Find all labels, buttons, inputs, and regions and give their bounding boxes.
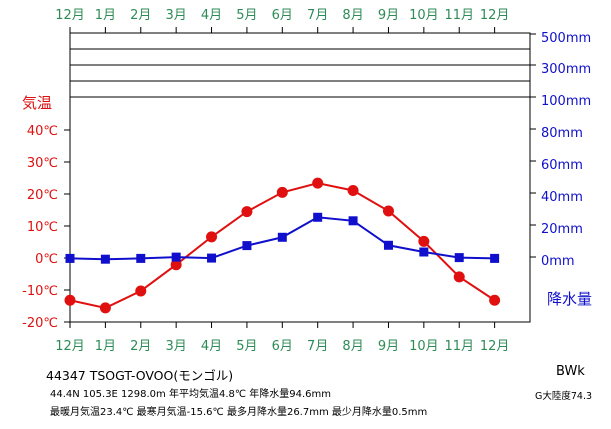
bottom-month-label: 6月 (272, 339, 293, 354)
bottom-month-label: 5月 (236, 339, 257, 354)
top-month-label: 1月 (95, 8, 116, 23)
right-tick-label: 60mm (541, 158, 583, 173)
temperature-line (69, 182, 496, 309)
bottom-month-label: 9月 (378, 339, 399, 354)
temperature-point (206, 231, 218, 243)
left-tick-label: -20℃ (22, 316, 58, 331)
right-tick-label: 500mm (541, 31, 591, 46)
top-month-label: 3月 (166, 8, 187, 23)
grid-layer (69, 32, 531, 323)
top-month-label: 4月 (201, 8, 222, 23)
temperature-point (453, 271, 465, 283)
bottom-month-label: 8月 (342, 339, 363, 354)
temperature-point (276, 186, 288, 198)
temperature-point (64, 294, 76, 306)
precipitation-point (65, 253, 75, 263)
right-axis-title: 降水量 (547, 290, 592, 308)
bottom-month-label: 12月 (480, 339, 510, 354)
temperature-point (241, 206, 253, 218)
temperature-point (382, 205, 394, 217)
temperature-point (347, 184, 359, 196)
bottom-month-label: 11月 (444, 339, 474, 354)
precipitation-point (100, 254, 110, 264)
right-tick-label: 0mm (541, 254, 575, 269)
precipitation-point (490, 253, 500, 263)
bottom-month-label: 1月 (95, 339, 116, 354)
series-layer (64, 177, 501, 314)
temperature-point (489, 294, 501, 306)
precipitation-point (207, 253, 217, 263)
top-month-label: 8月 (342, 8, 363, 23)
precipitation-point (383, 240, 393, 250)
top-month-label: 11月 (444, 8, 474, 23)
left-axis-title: 気温 (22, 94, 52, 112)
bottom-month-label: 12月 (55, 339, 85, 354)
temperature-point (418, 235, 430, 247)
precipitation-point (348, 216, 358, 226)
temperature-point (135, 285, 147, 297)
temperature-point (312, 177, 324, 189)
left-tick-label: 20℃ (27, 188, 58, 203)
precipitation-point (136, 253, 146, 263)
continentality: G大陸度74.3 (535, 391, 593, 402)
right-axis: 降水量 500mm 300mm 100mm 80mm 60mm 40mm 20mm 0mm (530, 31, 592, 308)
top-month-label: 7月 (307, 8, 328, 23)
right-tick-label: 300mm (541, 62, 591, 77)
top-month-label: 2月 (130, 8, 151, 23)
left-tick-label: 40℃ (27, 124, 58, 139)
top-month-label: 5月 (236, 8, 257, 23)
precipitation-point (419, 247, 429, 257)
top-month-label: 12月 (480, 8, 510, 23)
precipitation-point (171, 252, 181, 262)
right-tick-label: 80mm (541, 126, 583, 141)
bottom-month-label: 10月 (409, 339, 439, 354)
temperature-point (99, 302, 111, 314)
top-month-labels: 12月 1月 2月 3月 4月 5月 6月 7月 8月 9月 10月 11月 12月 (55, 8, 509, 33)
precipitation-point (242, 241, 252, 251)
precipitation-point (277, 232, 287, 242)
right-tick-label: 20mm (541, 222, 583, 237)
climate-code: BWk (556, 364, 585, 379)
left-tick-label: 0℃ (35, 252, 58, 267)
bottom-month-label: 3月 (166, 339, 187, 354)
left-axis: 気温 40℃ 30℃ 20℃ 10℃ 0℃ -10℃ -20℃ (22, 94, 70, 331)
top-month-label: 12月 (55, 8, 85, 23)
bottom-month-label: 4月 (201, 339, 222, 354)
station-stats: 最暖月気温23.4℃ 最寒月気温-15.6℃ 最多月降水量26.7mm 最少月降… (50, 407, 428, 418)
left-tick-label: 30℃ (27, 156, 58, 171)
bottom-month-label: 7月 (307, 339, 328, 354)
bottom-month-labels: 12月 1月 2月 3月 4月 5月 6月 7月 8月 9月 10月 11月 12月 (55, 322, 509, 354)
precipitation-point (313, 212, 323, 222)
station-id: 44347 TSOGT-OVOO(モンゴル) (46, 368, 234, 383)
precipitation-point (454, 253, 464, 263)
temperature-point (170, 259, 182, 271)
right-tick-label: 40mm (541, 190, 583, 205)
left-tick-label: -10℃ (22, 284, 58, 299)
top-month-label: 6月 (272, 8, 293, 23)
right-tick-label: 100mm (541, 94, 591, 109)
left-tick-label: 10℃ (27, 220, 58, 235)
top-month-label: 10月 (409, 8, 439, 23)
station-coords: 44.4N 105.3E 1298.0m 年平均気温4.8℃ 年降水量94.6m… (50, 389, 332, 400)
bottom-month-label: 2月 (130, 339, 151, 354)
top-month-label: 9月 (378, 8, 399, 23)
